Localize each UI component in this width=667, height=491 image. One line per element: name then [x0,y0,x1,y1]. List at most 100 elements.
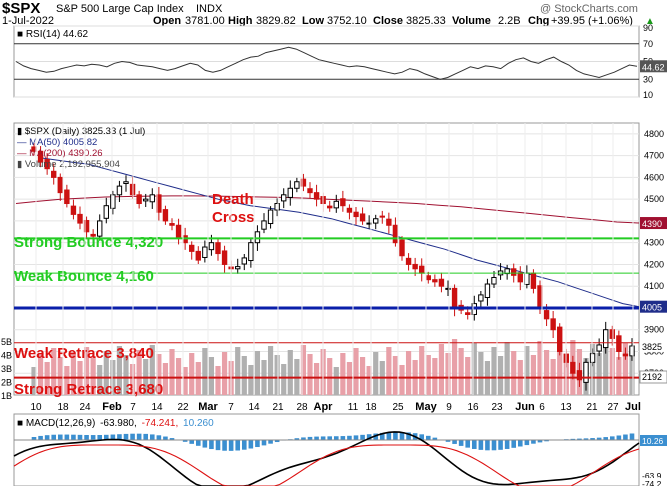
candle-body [117,186,121,195]
candle-body [308,189,312,193]
volume-bar [610,348,615,395]
date-label: 1-Jul-2022 [2,15,54,27]
candle-body [170,224,174,226]
macd-histogram-bar [498,440,503,450]
price-tick-label: 3900 [644,325,664,335]
volume-bar [334,367,339,395]
candle-icon: ▮ [17,126,25,137]
macd-value-tag-label: 10.26 [642,436,664,446]
candle-body [144,199,148,201]
volume-tag-label: 2192 [642,372,662,382]
candle-body [222,251,226,264]
volume-bar [275,355,280,395]
macd-histogram-bar [196,440,201,446]
candle-body [236,267,240,269]
candle-body [150,195,154,202]
macd-histogram-bar [393,432,398,440]
rsi-legend-icon: ■ [17,29,26,40]
macd-histogram-bar [97,435,102,440]
volume-bar [452,339,457,395]
date-tick-label: Mar [198,401,218,413]
volume-bar [393,356,398,395]
date-tick-label: 14 [151,402,163,413]
volume-bar [432,358,437,395]
volume-tick-label: 4B [1,351,12,361]
volume-value: 2.2B [498,15,521,27]
rsi-y-axis: 705030901044.62 [640,23,667,100]
macd-histogram-bar [71,435,76,440]
close-value: 3825.33 [406,15,446,27]
ma50-swatch-icon: — [17,137,29,148]
candle-body [604,330,608,348]
date-tick-label: 25 [392,402,404,413]
candle-body [341,199,345,206]
date-tick-label: Feb [102,401,122,413]
volume-bar [176,358,181,395]
candle-body [433,280,437,282]
date-tick-label: 7 [130,402,136,413]
macd-histogram-bar [45,435,50,440]
candle-body [137,195,141,204]
candle-body [360,214,364,221]
candle-body [242,258,246,264]
candle-body [623,354,627,356]
rsi-tick-label: 10 [643,90,653,100]
macd-legend: ■ MACD(12,26,9) -63.980, -74.241, 10.260 [17,418,214,429]
candle-body [268,210,272,223]
watermark: @ StockCharts.com [540,3,638,15]
candle-body [439,279,443,286]
candle-body [209,243,213,250]
price-tick-label: 4100 [644,281,664,291]
low-value: 3752.10 [327,15,367,27]
volume-bar [439,344,444,395]
ma200-swatch-icon: — [17,148,29,159]
macd-histogram-bar [525,440,530,445]
death-cross-label-line2: Cross [212,209,255,226]
macd-histogram-bar [347,436,352,440]
date-tick-label: 21 [586,402,598,413]
macd-histogram-bar [617,435,622,440]
price-tick-label: 4500 [644,194,664,204]
macd-histogram-bar [511,440,516,448]
candle-body [374,219,378,223]
index-name: S&P 500 Large Cap Index [56,3,184,15]
macd-histogram-bar [623,435,628,440]
candle-body [387,219,391,225]
date-tick-label: 22 [177,402,189,413]
date-tick-label: 9 [446,402,452,413]
price-tick-label: 4700 [644,151,664,161]
chg-value: +39.95 (+1.06%) [551,15,633,27]
rsi-tick-label: 90 [643,23,653,33]
volume-bar [360,357,365,395]
candle-body [406,258,410,264]
date-tick-label: 23 [491,402,503,413]
exchange-label: INDX [196,3,223,15]
macd-histogram-bar [51,435,56,440]
rsi-tick-label: 30 [643,74,653,84]
close-label: Close [373,15,403,27]
candle-body [314,193,318,200]
date-tick-label: 28 [296,402,308,413]
candle-body [544,311,548,319]
price-tick-label: 4800 [644,129,664,139]
candle-body [466,313,470,315]
macd-histogram-bar [189,440,194,444]
candle-body [163,210,167,221]
volume-bar [327,358,332,395]
macd-histogram-bar [216,440,221,450]
date-tick-label: 16 [467,402,479,413]
volume-bar [511,351,516,395]
date-tick-label: May [415,401,437,413]
rsi-legend: ■ RSI(14) 44.62 [17,29,89,40]
volume-bar [222,352,227,395]
macd-histogram-bar [235,440,240,451]
candle-body [446,288,450,289]
date-tick-label: Jul [625,401,641,413]
candle-body [512,269,516,276]
macd-histogram-bar [268,440,273,444]
date-tick-label: 27 [607,402,619,413]
macd-histogram-bar [472,440,477,449]
price-tag-label: 4005 [642,303,662,313]
